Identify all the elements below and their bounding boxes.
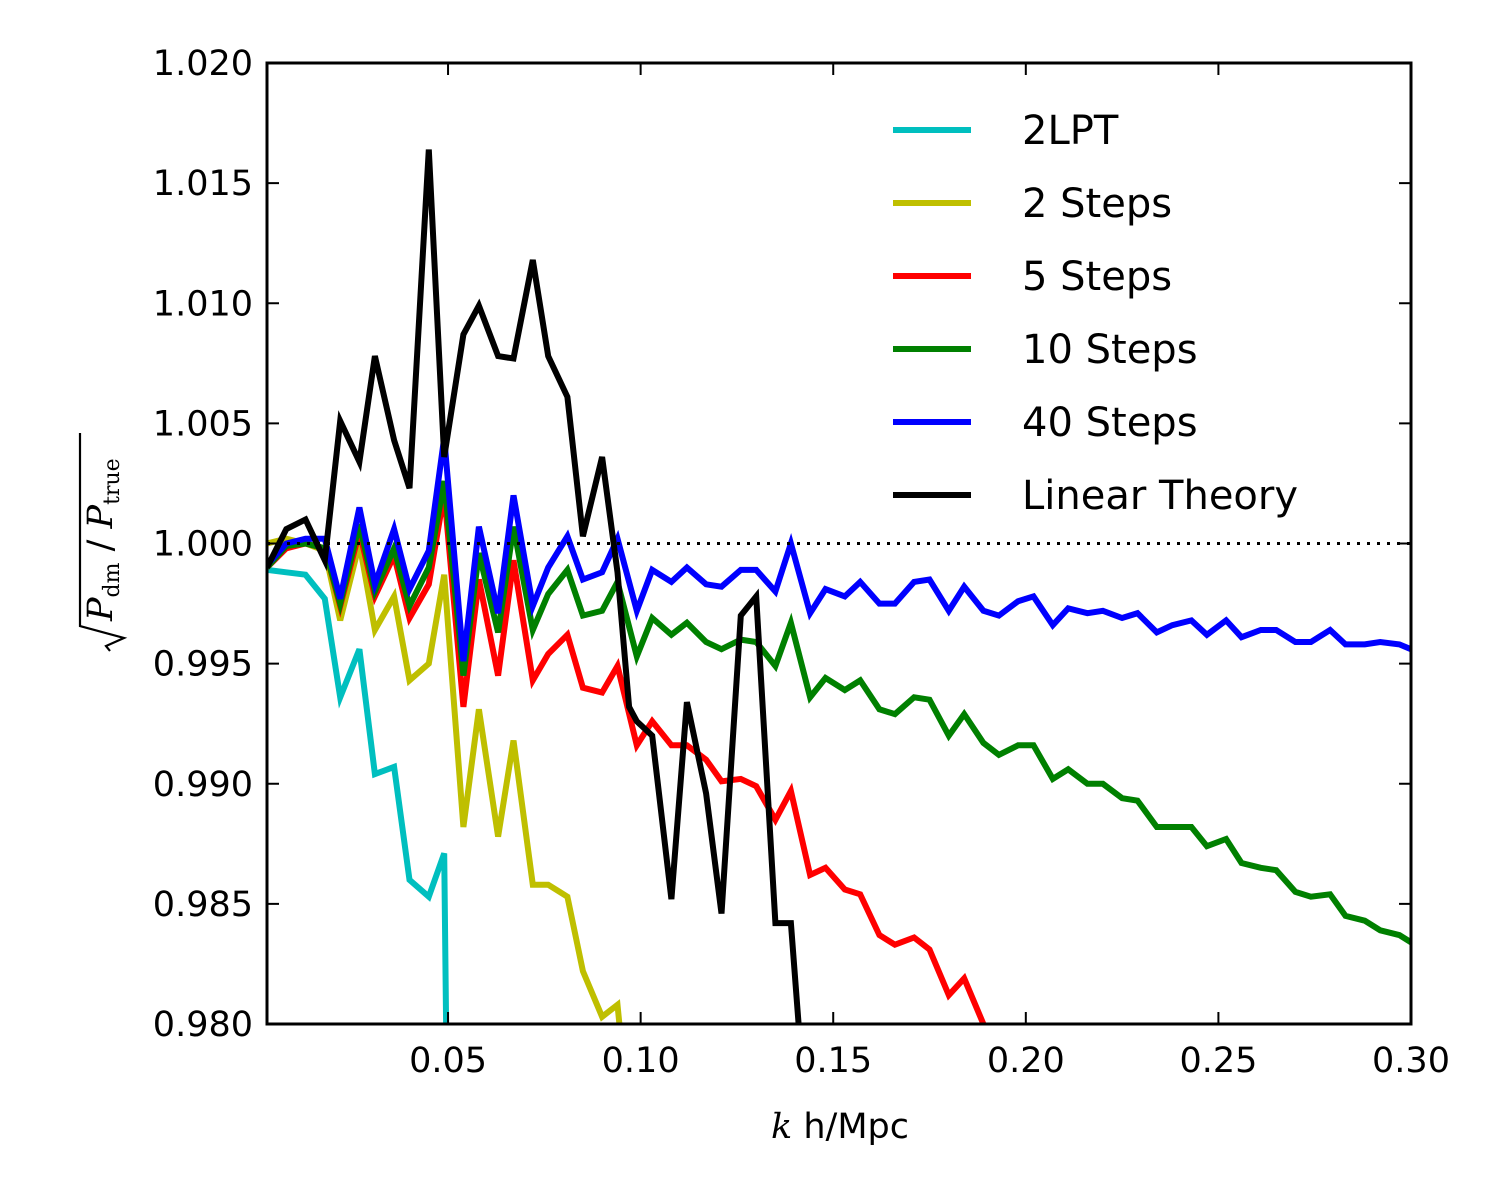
sqrt-sign xyxy=(78,433,128,652)
y-tick-label: 1.010 xyxy=(153,284,253,324)
x-axis-label-var: k xyxy=(771,1107,792,1147)
y-tick-label: 0.980 xyxy=(153,1005,253,1045)
x-axis-label-units: h/Mpc xyxy=(803,1107,909,1147)
x-tick-label: 0.10 xyxy=(602,1041,680,1081)
y-label-slash: / xyxy=(81,528,121,562)
x-tick-label: 0.05 xyxy=(409,1041,487,1081)
legend: 2LPT 2 Steps 5 Steps 10 Steps 40 Steps Linear… xyxy=(893,108,1298,519)
ticks-layer: 0.05 0.10 0.15 0.20 0.25 0.30 0.980 0.985 0.990 0… xyxy=(153,44,1450,1081)
y-tick-label: 1.015 xyxy=(153,164,253,204)
y-tick-label: 1.020 xyxy=(153,44,253,84)
y-tick-label: 1.005 xyxy=(153,404,253,444)
y-label-p-den: P xyxy=(81,503,121,529)
x-axis-label-spacer xyxy=(792,1107,803,1147)
y-label-p-num: P xyxy=(81,596,121,622)
series-layer xyxy=(267,149,1411,1024)
legend-label: 2 Steps xyxy=(1022,181,1172,227)
x-axis-label: k h/Mpc xyxy=(771,1107,909,1147)
series-line-linear-theory xyxy=(267,149,802,1024)
x-tick-label: 0.30 xyxy=(1372,1041,1450,1081)
legend-label: Linear Theory xyxy=(1022,473,1298,519)
series-line-40-steps xyxy=(267,437,1411,662)
y-tick-label: 0.995 xyxy=(153,645,253,685)
y-axis-label: Pdm / Ptrue xyxy=(78,433,128,652)
legend-label: 40 Steps xyxy=(1022,400,1198,446)
legend-label: 2LPT xyxy=(1022,108,1119,154)
y-label-sub-den: true xyxy=(100,458,125,505)
y-tick-label: 0.990 xyxy=(153,765,253,805)
series-line-10-steps xyxy=(267,480,1411,945)
x-tick-label: 0.15 xyxy=(794,1041,872,1081)
legend-label: 10 Steps xyxy=(1022,327,1198,373)
x-tick-label: 0.20 xyxy=(987,1041,1065,1081)
svg-text:Pdm / Ptrue: Pdm / Ptrue xyxy=(81,458,125,622)
y-tick-label: 0.985 xyxy=(153,885,253,925)
x-tick-label: 0.25 xyxy=(1179,1041,1257,1081)
series-line-2lpt xyxy=(267,566,450,1024)
legend-label: 5 Steps xyxy=(1022,254,1172,300)
y-label-sub-num: dm xyxy=(100,562,125,597)
y-tick-label: 1.000 xyxy=(153,525,253,565)
